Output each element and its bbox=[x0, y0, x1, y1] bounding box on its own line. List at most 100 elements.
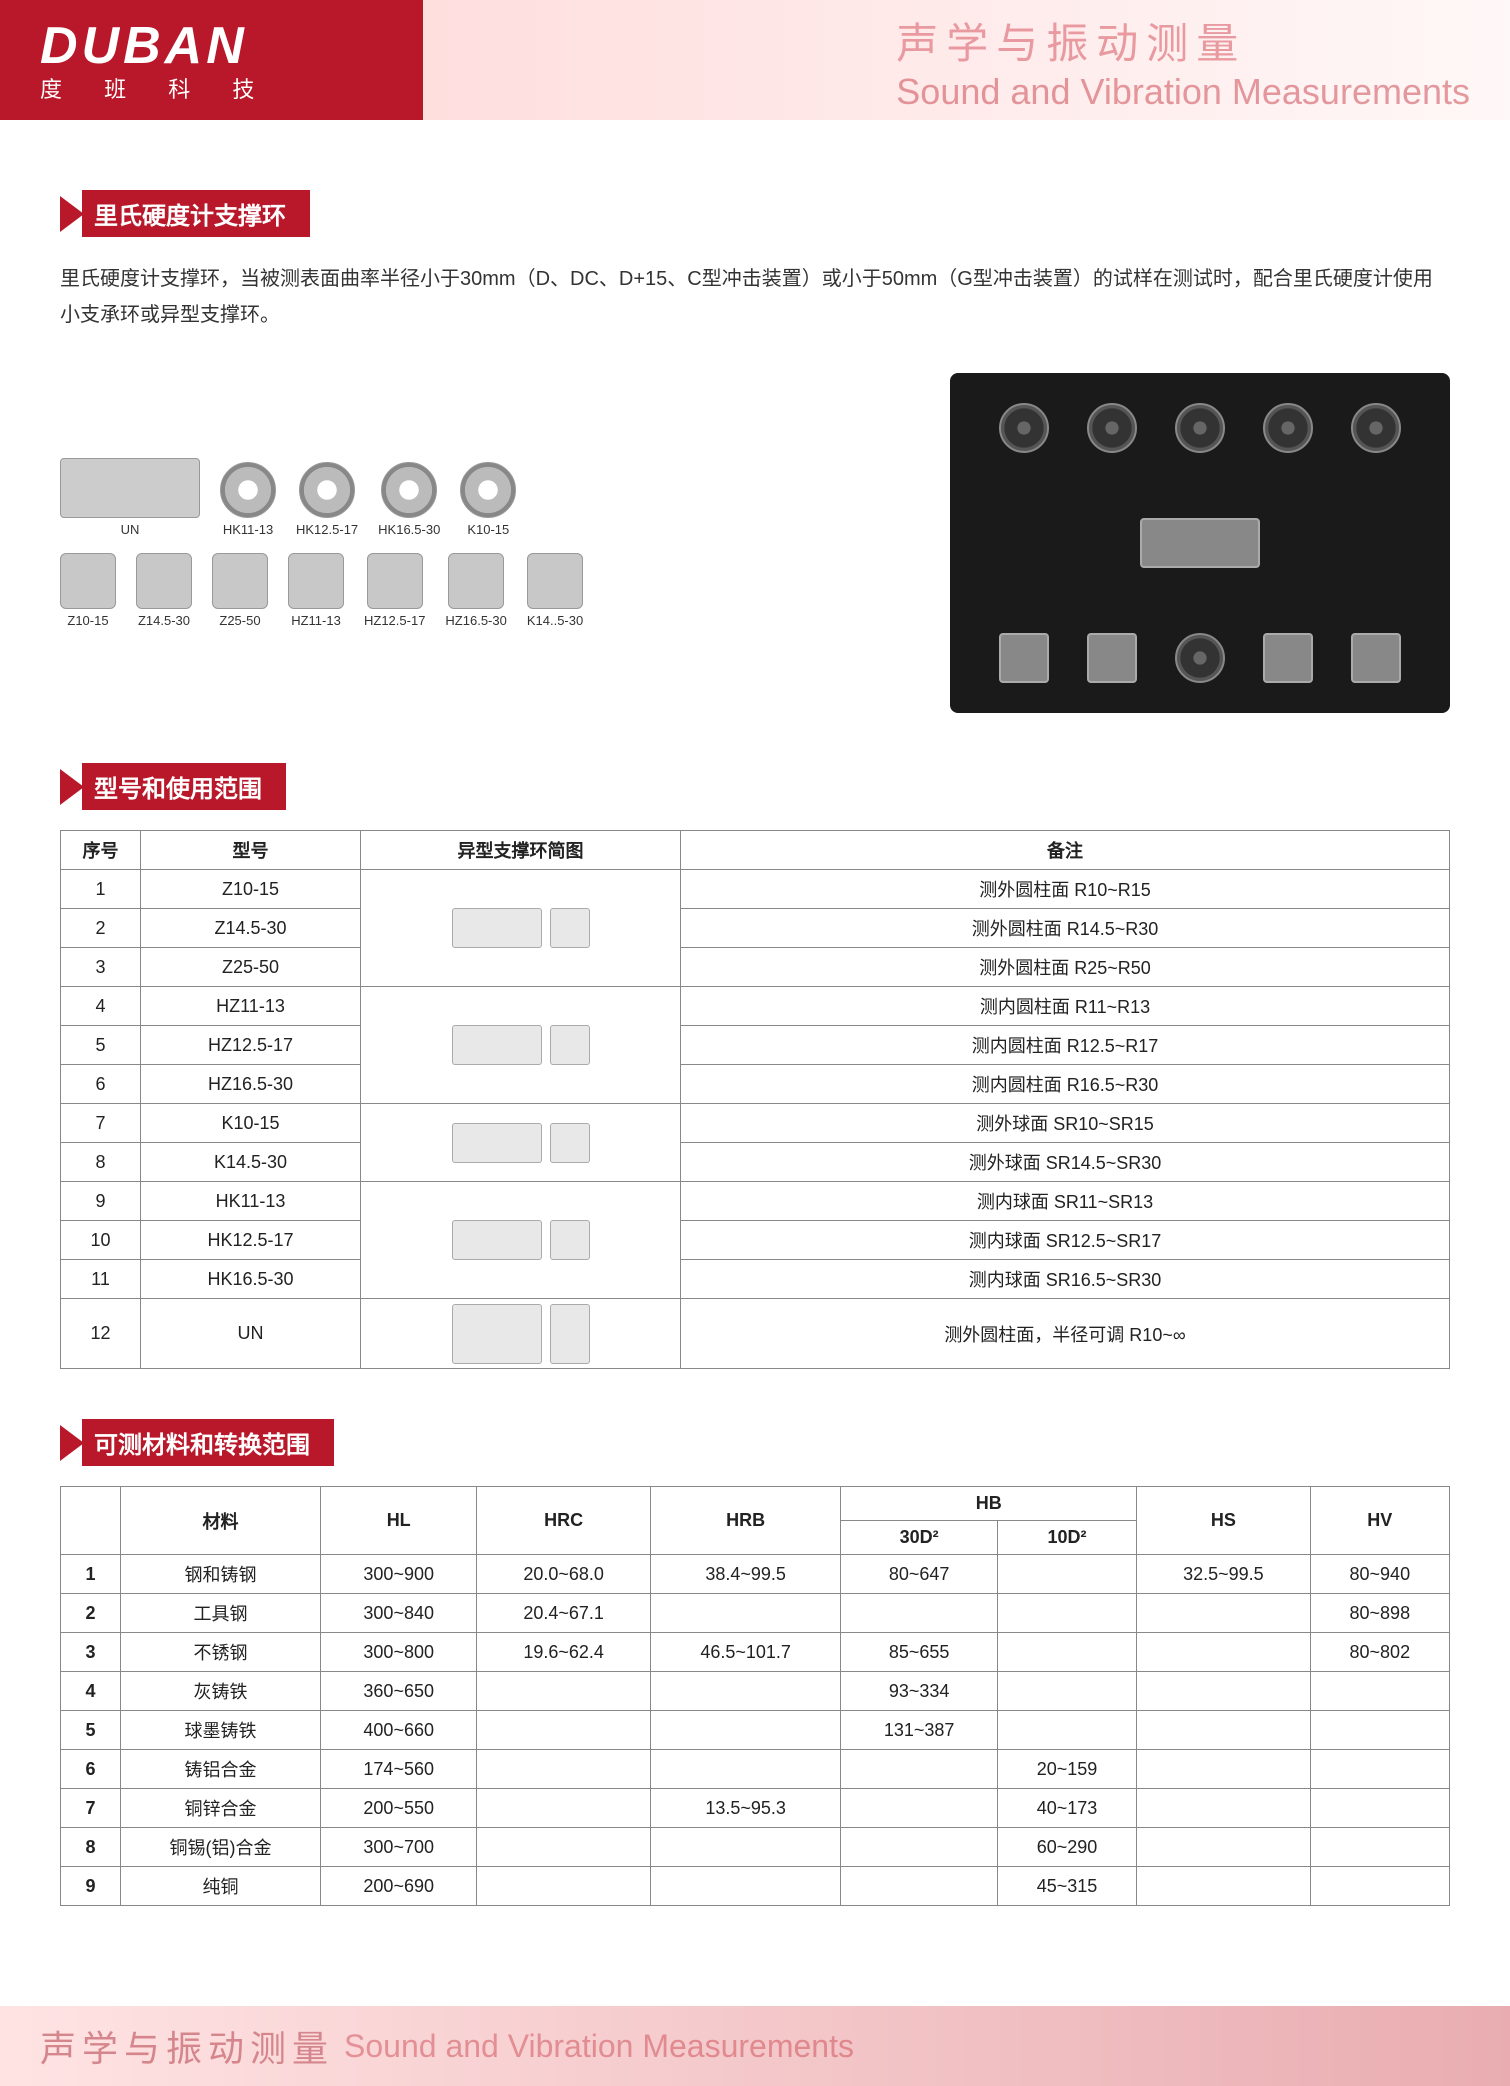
table-row: 10HK12.5-17测内球面 SR12.5~SR17 bbox=[61, 1221, 1450, 1260]
table-cell bbox=[1137, 1750, 1310, 1789]
table-header: HRB bbox=[650, 1487, 841, 1555]
cell-diagram bbox=[361, 987, 681, 1104]
cell-note: 测内圆柱面 R11~R13 bbox=[681, 987, 1450, 1026]
table-cell: 38.4~99.5 bbox=[650, 1555, 841, 1594]
cell-diagram bbox=[361, 1182, 681, 1299]
section1-title: 里氏硬度计支撑环 bbox=[82, 190, 310, 237]
table-cell bbox=[841, 1789, 997, 1828]
cell-model: K14.5-30 bbox=[141, 1143, 361, 1182]
page-footer: 声学与振动测量 Sound and Vibration Measurements bbox=[0, 2006, 1510, 2086]
cell-model: UN bbox=[141, 1299, 361, 1369]
table-cell: 1 bbox=[61, 1555, 121, 1594]
table-row: 4灰铸铁360~65093~334 bbox=[61, 1672, 1450, 1711]
table-cell: 200~550 bbox=[321, 1789, 477, 1828]
table-cell bbox=[650, 1672, 841, 1711]
diagram-icon bbox=[452, 1025, 542, 1065]
table-row: 2工具钢300~84020.4~67.180~898 bbox=[61, 1594, 1450, 1633]
part-icon bbox=[299, 462, 355, 518]
table-cell: 4 bbox=[61, 1672, 121, 1711]
part-label: HZ11-13 bbox=[291, 613, 341, 628]
description: 里氏硬度计支撑环，当被测表面曲率半径小于30mm（D、DC、D+15、C型冲击装… bbox=[60, 261, 1450, 333]
table-row: 3Z25-50 测外圆柱面 R25~R50 bbox=[61, 948, 1450, 987]
diagram-icon bbox=[550, 1220, 590, 1260]
model-table: 序号型号异型支撑环简图备注 1Z10-15测外圆柱面 R10~R152Z14.5… bbox=[60, 830, 1450, 1369]
table-cell bbox=[477, 1750, 650, 1789]
cell-model: Z25-50 bbox=[141, 948, 361, 987]
table-cell bbox=[841, 1594, 997, 1633]
footer-en: Sound and Vibration Measurements bbox=[344, 2028, 854, 2065]
diagram-icon bbox=[452, 1304, 542, 1364]
table-row: 3不锈钢300~80019.6~62.446.5~101.785~65580~8… bbox=[61, 1633, 1450, 1672]
parts-row-1: UNHK11-13HK12.5-17HK16.5-30K10-15 bbox=[60, 458, 870, 537]
cell-seq: 2 bbox=[61, 909, 141, 948]
table-cell bbox=[650, 1750, 841, 1789]
cell-model: HZ11-13 bbox=[141, 987, 361, 1026]
table-header: 型号 bbox=[141, 831, 361, 870]
table-header: 序号 bbox=[61, 831, 141, 870]
table-cell: 6 bbox=[61, 1750, 121, 1789]
cell-note: 测外圆柱面 R25~R50 bbox=[681, 948, 1450, 987]
table-header: HS bbox=[1137, 1487, 1310, 1555]
table-cell: 80~647 bbox=[841, 1555, 997, 1594]
part-item: HK12.5-17 bbox=[296, 462, 358, 537]
table-cell: 85~655 bbox=[841, 1633, 997, 1672]
table-cell: 8 bbox=[61, 1828, 121, 1867]
table-header: HV bbox=[1310, 1487, 1449, 1555]
table-cell bbox=[1137, 1672, 1310, 1711]
section3-title: 可测材料和转换范围 bbox=[82, 1419, 334, 1466]
table-cell: 174~560 bbox=[321, 1750, 477, 1789]
table-cell: 铜锡(铝)合金 bbox=[121, 1828, 321, 1867]
table-cell bbox=[1310, 1789, 1449, 1828]
table-row: 9HK11-13测内球面 SR11~SR13 bbox=[61, 1182, 1450, 1221]
part-item: Z10-15 bbox=[60, 553, 116, 628]
parts-illustration: UNHK11-13HK12.5-17HK16.5-30K10-15 Z10-15… bbox=[60, 458, 870, 628]
cell-note: 测内圆柱面 R16.5~R30 bbox=[681, 1065, 1450, 1104]
part-label: HZ16.5-30 bbox=[445, 613, 506, 628]
cell-model: Z14.5-30 bbox=[141, 909, 361, 948]
cell-seq: 6 bbox=[61, 1065, 141, 1104]
table-cell: 80~898 bbox=[1310, 1594, 1449, 1633]
part-icon bbox=[460, 462, 516, 518]
table-cell: 7 bbox=[61, 1789, 121, 1828]
table-row: 11HK16.5-30测内球面 SR16.5~SR30 bbox=[61, 1260, 1450, 1299]
cell-note: 测外圆柱面 R14.5~R30 bbox=[681, 909, 1450, 948]
brand-sub: 度 班 科 技 bbox=[40, 72, 272, 104]
section2-title: 型号和使用范围 bbox=[82, 763, 286, 810]
part-icon bbox=[527, 553, 583, 609]
page-header: DUBAN 度 班 科 技 声学与振动测量 Sound and Vibratio… bbox=[0, 0, 1510, 120]
table-cell: 5 bbox=[61, 1711, 121, 1750]
cell-model: K10-15 bbox=[141, 1104, 361, 1143]
table-cell bbox=[1137, 1867, 1310, 1906]
table-row: 7铜锌合金200~55013.5~95.340~173 bbox=[61, 1789, 1450, 1828]
table-cell bbox=[650, 1594, 841, 1633]
cell-model: HK11-13 bbox=[141, 1182, 361, 1221]
material-table: 材料HLHRCHRBHBHSHV30D²10D² 1钢和铸钢300~90020.… bbox=[60, 1486, 1450, 1906]
table-subheader: 30D² bbox=[841, 1521, 997, 1555]
table-cell: 80~940 bbox=[1310, 1555, 1449, 1594]
table-cell bbox=[650, 1867, 841, 1906]
cell-seq: 3 bbox=[61, 948, 141, 987]
table-cell bbox=[1137, 1828, 1310, 1867]
table-cell: 3 bbox=[61, 1633, 121, 1672]
diagram-icon bbox=[452, 1123, 542, 1163]
cell-seq: 5 bbox=[61, 1026, 141, 1065]
part-icon bbox=[381, 462, 437, 518]
table-cell bbox=[1137, 1633, 1310, 1672]
part-icon bbox=[136, 553, 192, 609]
table-cell: 铸铝合金 bbox=[121, 1750, 321, 1789]
table-cell bbox=[841, 1828, 997, 1867]
product-images: UNHK11-13HK12.5-17HK16.5-30K10-15 Z10-15… bbox=[60, 373, 1450, 713]
table-cell: 钢和铸钢 bbox=[121, 1555, 321, 1594]
diagram-icon bbox=[550, 1304, 590, 1364]
part-label: HK16.5-30 bbox=[378, 522, 440, 537]
table-cell: 工具钢 bbox=[121, 1594, 321, 1633]
part-icon bbox=[212, 553, 268, 609]
part-label: UN bbox=[121, 522, 140, 537]
part-item: HZ16.5-30 bbox=[445, 553, 506, 628]
table-cell: 不锈钢 bbox=[121, 1633, 321, 1672]
table-cell bbox=[997, 1594, 1136, 1633]
diagram-icon bbox=[452, 1220, 542, 1260]
part-item: HK11-13 bbox=[220, 462, 276, 537]
cell-model: HK16.5-30 bbox=[141, 1260, 361, 1299]
table-cell: 360~650 bbox=[321, 1672, 477, 1711]
